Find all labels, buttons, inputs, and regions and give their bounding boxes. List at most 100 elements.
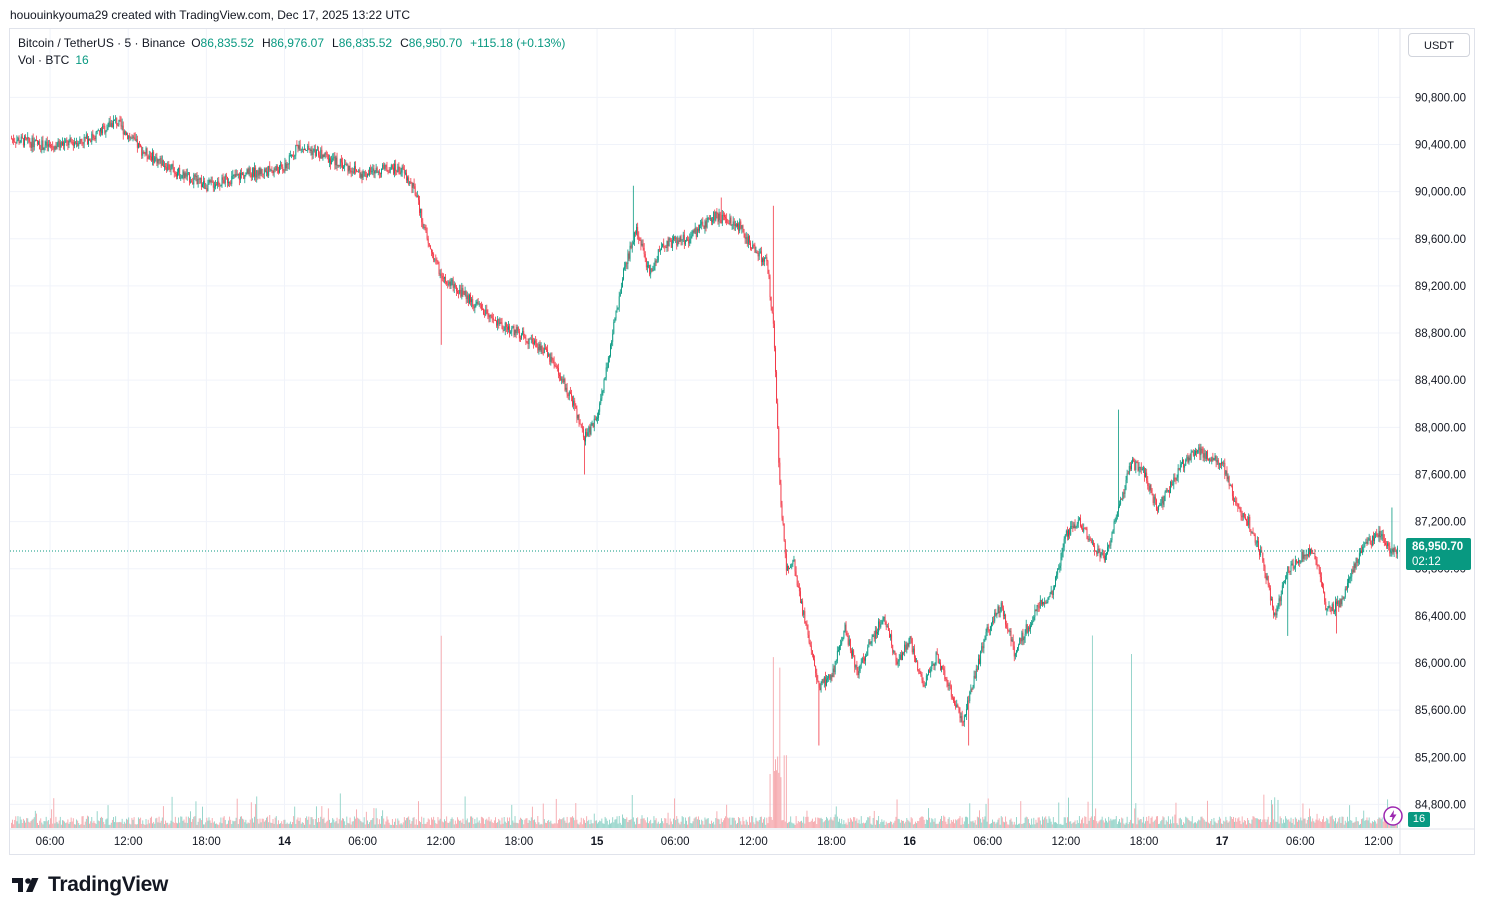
candle-body <box>1065 530 1067 535</box>
volume-bar <box>700 824 702 828</box>
volume-bar <box>236 798 238 828</box>
volume-bar <box>623 817 625 828</box>
volume-bar <box>396 824 398 828</box>
volume-bar <box>155 818 157 828</box>
candle-body <box>771 306 773 313</box>
volume-bar <box>193 816 195 828</box>
candle-body <box>438 264 440 274</box>
candle-body <box>1215 455 1217 463</box>
volume-bar <box>105 819 107 828</box>
volume-bar <box>425 823 427 828</box>
candle-body <box>665 247 667 248</box>
volume-bar <box>1362 818 1364 828</box>
volume-bar <box>272 819 274 828</box>
candle-body <box>783 523 785 541</box>
volume-bar <box>1059 824 1061 828</box>
candle-body <box>330 158 331 165</box>
candle-body <box>475 302 477 305</box>
volume-bar <box>1122 818 1124 828</box>
volume-bar <box>1171 823 1173 828</box>
volume-bar <box>415 819 417 828</box>
candle-body <box>683 234 685 245</box>
candle-body <box>254 167 256 177</box>
candle-body <box>664 246 666 248</box>
candle-body <box>919 671 921 674</box>
volume-bar <box>429 824 431 828</box>
volume-bar <box>101 816 102 828</box>
volume-bar <box>895 816 897 828</box>
grid-lines <box>10 29 1474 854</box>
currency-selector[interactable]: USDT <box>1408 33 1470 57</box>
volume-bar <box>834 814 836 828</box>
volume-bar <box>886 823 888 828</box>
candle-body <box>14 141 16 143</box>
candle-body <box>893 650 895 653</box>
volume-bar <box>206 817 208 828</box>
chart-panel[interactable] <box>9 28 1475 855</box>
lightning-bolt-icon[interactable] <box>1382 805 1404 827</box>
candle-body <box>711 218 712 222</box>
volume-bar <box>345 824 347 828</box>
volume-bar <box>571 817 572 828</box>
candle-body <box>193 174 195 185</box>
candle-body <box>661 247 662 250</box>
volume-bar <box>586 816 588 828</box>
candle-body <box>132 136 134 138</box>
candle-body <box>37 140 38 145</box>
candle-body <box>1217 460 1219 465</box>
candle-body <box>512 326 514 329</box>
volume-bar <box>708 823 710 828</box>
volume-bar <box>1382 821 1384 828</box>
volume-bar <box>1337 821 1339 828</box>
candle-body <box>1376 533 1378 535</box>
volume-bar <box>197 821 199 828</box>
candle-body <box>77 142 79 146</box>
volume-bar <box>1274 797 1276 828</box>
volume-bar <box>1215 822 1217 828</box>
candle-body <box>1233 496 1234 502</box>
volume-bar <box>427 818 429 828</box>
volume-bar <box>1068 797 1069 828</box>
volume-bar <box>114 822 116 828</box>
candle-body <box>1098 548 1100 552</box>
volume-bar <box>1032 824 1034 828</box>
volume-bar <box>306 816 308 828</box>
volume-bar <box>451 817 453 828</box>
volume-bar <box>768 816 770 828</box>
candle-body <box>1364 543 1366 547</box>
candle-body <box>547 349 549 357</box>
volume-bar <box>561 819 563 828</box>
candle-body <box>146 148 148 157</box>
close-label: C <box>400 36 409 50</box>
candle-body <box>1076 523 1078 527</box>
candle-body <box>676 237 678 246</box>
candle-body <box>660 249 661 251</box>
candle-body <box>1395 551 1397 554</box>
candle-body <box>1082 528 1084 532</box>
candle-body <box>601 391 603 399</box>
volume-bar <box>1145 821 1147 828</box>
candle-body <box>880 624 882 628</box>
candle-body <box>712 220 713 222</box>
volume-bar <box>446 816 448 828</box>
candle-body <box>390 165 392 170</box>
volume-bar <box>1125 822 1127 828</box>
volume-bar <box>102 817 104 828</box>
tradingview-logo[interactable]: TradingView <box>12 873 168 897</box>
volume-bar <box>1361 819 1363 828</box>
volume-bar <box>147 819 149 828</box>
volume-bar <box>909 822 911 828</box>
volume-bar <box>1356 821 1358 828</box>
time-tick-label: 18:00 <box>817 836 846 848</box>
volume-bar <box>20 819 22 828</box>
volume-bar <box>225 824 227 828</box>
volume-bar <box>43 821 45 828</box>
candle-body <box>552 359 554 361</box>
candle-body <box>809 642 811 646</box>
volume-bar <box>485 819 487 828</box>
candle-body <box>903 652 905 654</box>
volume-bar <box>684 817 686 828</box>
volume-bar <box>305 818 307 828</box>
candle-body <box>1096 551 1098 554</box>
